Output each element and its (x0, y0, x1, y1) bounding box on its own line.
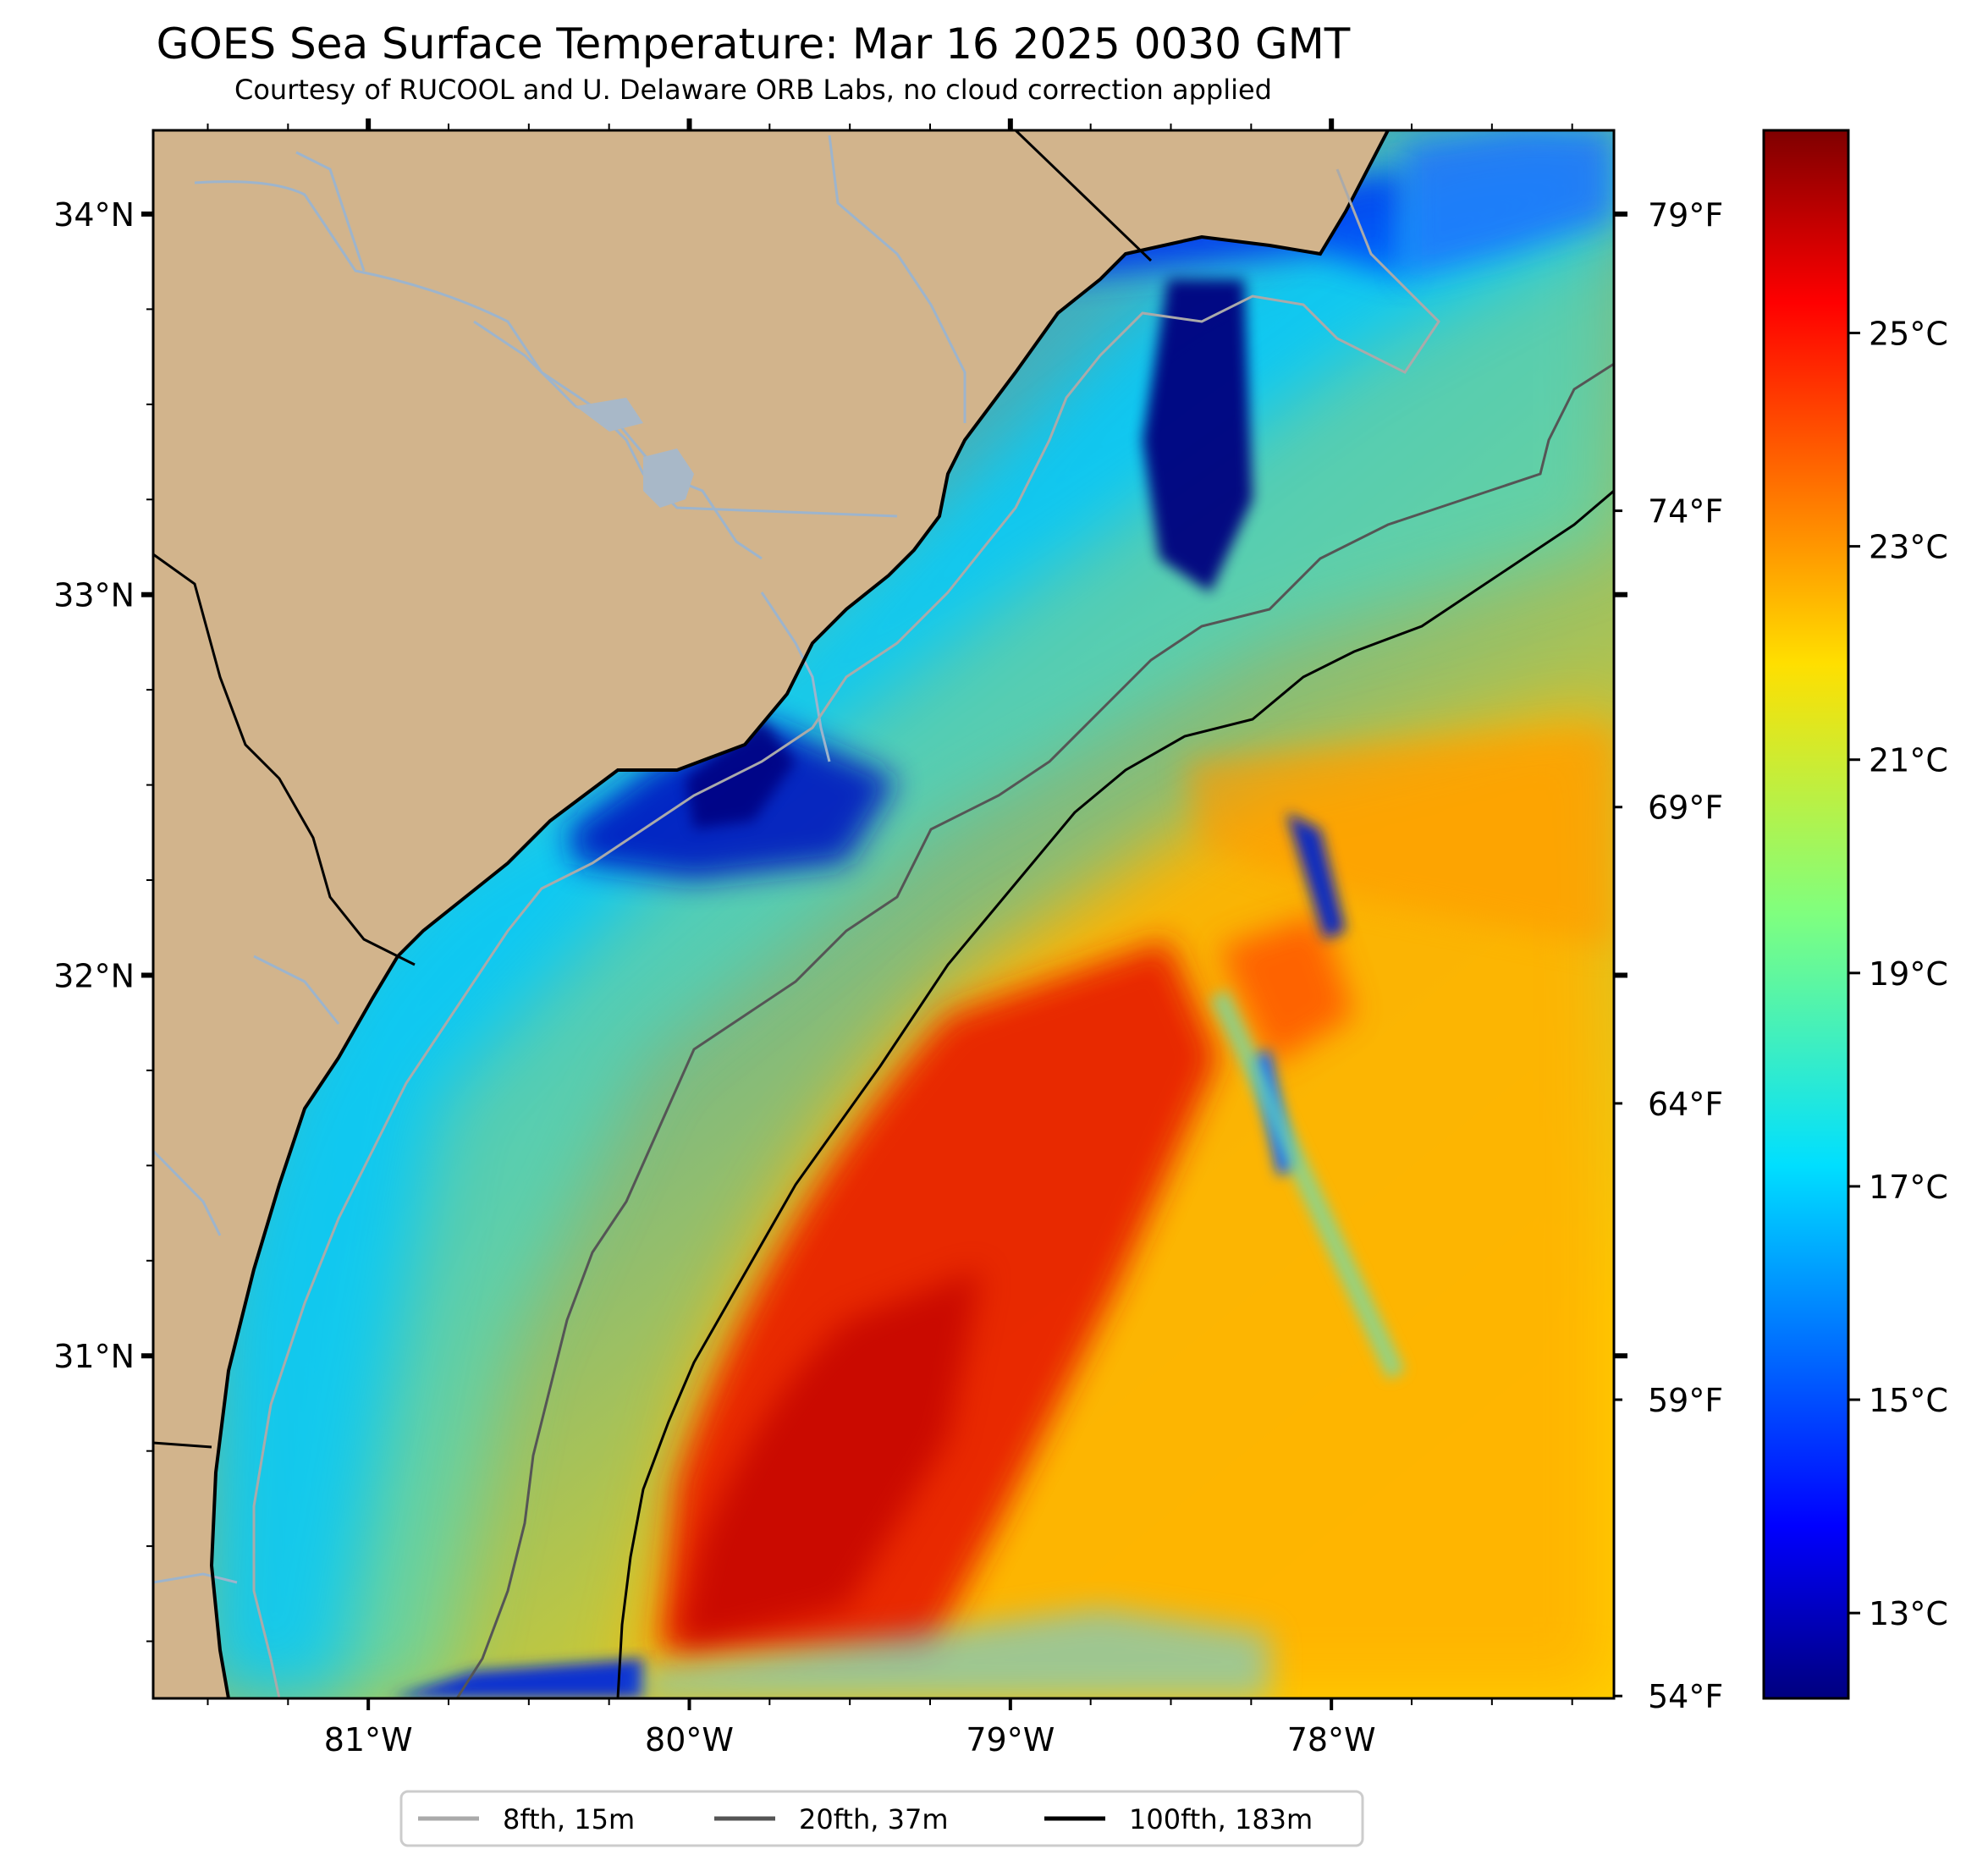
map-panel (153, 130, 1614, 1698)
map-title: GOES Sea Surface Temperature: Mar 16 202… (156, 19, 1351, 69)
lat-tick-label: 32°N (53, 957, 135, 994)
colorbar-gradient (1762, 129, 1850, 1700)
fahrenheit-tick-label: 54°F (1648, 1678, 1723, 1715)
isobath-20fth (455, 362, 1614, 1698)
fahrenheit-tick-label: 74°F (1648, 493, 1723, 531)
colorbar-tick-label: 25°C (1869, 316, 1948, 353)
lat-tick-label: 31°N (53, 1338, 135, 1375)
lake-marion (643, 448, 694, 508)
land-mass (153, 130, 1388, 1698)
lon-tick-label: 81°W (324, 1721, 413, 1758)
lat-tick-label: 33°N (53, 577, 135, 614)
colorbar-axis: 13°C 15°C 17°C 19°C 21°C 23°C 25°C (1848, 316, 1948, 1632)
legend-label: 8fth, 15m (503, 1803, 635, 1835)
colorbar-tick-label: 19°C (1869, 955, 1948, 993)
legend: 8fth, 15m 20fth, 37m 100fth, 183m (418, 1803, 1313, 1835)
colorbar-tick-label: 21°C (1869, 742, 1948, 779)
fahrenheit-tick-label: 79°F (1648, 196, 1723, 234)
isobath-100fth (616, 489, 1614, 1698)
state-borders (153, 130, 1153, 1449)
coastline (209, 130, 1390, 1698)
longitude-axis: 81°W 80°W 79°W 78°W (207, 118, 1573, 1758)
lat-tick-label: 34°N (53, 196, 135, 234)
fahrenheit-tick-label: 59°F (1648, 1382, 1723, 1419)
legend-box (399, 1790, 1364, 1847)
map-subtitle: Courtesy of RUCOOL and U. Delaware ORB L… (234, 74, 1272, 106)
map-frame (151, 129, 1616, 1700)
fahrenheit-tick-label: 69°F (1648, 790, 1723, 827)
colorbar-tick-label: 23°C (1869, 529, 1948, 566)
legend-label: 100fth, 183m (1129, 1803, 1313, 1835)
isobath-8fth (252, 168, 1440, 1698)
fahrenheit-axis: 79°F 74°F 69°F 64°F 59°F 54°F (1614, 196, 1723, 1715)
rivers (153, 135, 966, 1584)
lake-moultrie (575, 398, 643, 432)
legend-label: 20fth, 37m (799, 1803, 948, 1835)
latitude-axis: 34°N 33°N 32°N 31°N (53, 196, 1627, 1643)
lon-tick-label: 80°W (645, 1721, 734, 1758)
lon-tick-label: 79°W (966, 1721, 1055, 1758)
fahrenheit-tick-label: 64°F (1648, 1086, 1723, 1123)
colorbar-tick-label: 15°C (1869, 1382, 1948, 1419)
lon-tick-label: 78°W (1287, 1721, 1376, 1758)
colorbar-tick-label: 17°C (1869, 1169, 1948, 1206)
colorbar-tick-label: 13°C (1869, 1595, 1948, 1632)
